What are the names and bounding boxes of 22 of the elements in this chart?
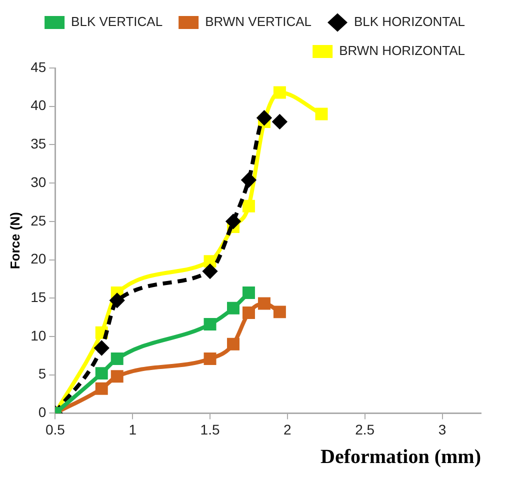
legend-label: BLK VERTICAL (71, 14, 163, 30)
x-tick-label: 1.5 (200, 421, 220, 438)
x-tick-label: 3 (438, 421, 446, 438)
y-tick-label: 5 (38, 366, 46, 382)
x-tick-label: 2 (284, 421, 292, 438)
x-tick-label: 1 (128, 421, 137, 438)
y-tick-label: 30 (30, 174, 46, 190)
y-axis-title: Force (N) (7, 212, 22, 270)
y-tick-label: 20 (30, 250, 46, 267)
y-tick-label: 25 (30, 212, 46, 228)
legend-label: BLK HORIZONTAL (354, 14, 466, 30)
y-tick-label: 0 (38, 404, 46, 420)
legend-label: BRWN VERTICAL (205, 14, 312, 30)
x-tick-label: 0.5 (45, 421, 66, 438)
y-tick-label: 40 (30, 97, 46, 114)
y-tick-label: 10 (30, 327, 46, 344)
x-axis-title: Deformation (mm) (320, 446, 481, 468)
y-tick-label: 15 (30, 288, 46, 305)
y-tick-label: 35 (30, 136, 46, 152)
y-tick-label: 45 (30, 58, 46, 75)
legend-label: BRWN HORIZONTAL (339, 43, 466, 58)
x-tick-label: 2.5 (355, 421, 375, 438)
